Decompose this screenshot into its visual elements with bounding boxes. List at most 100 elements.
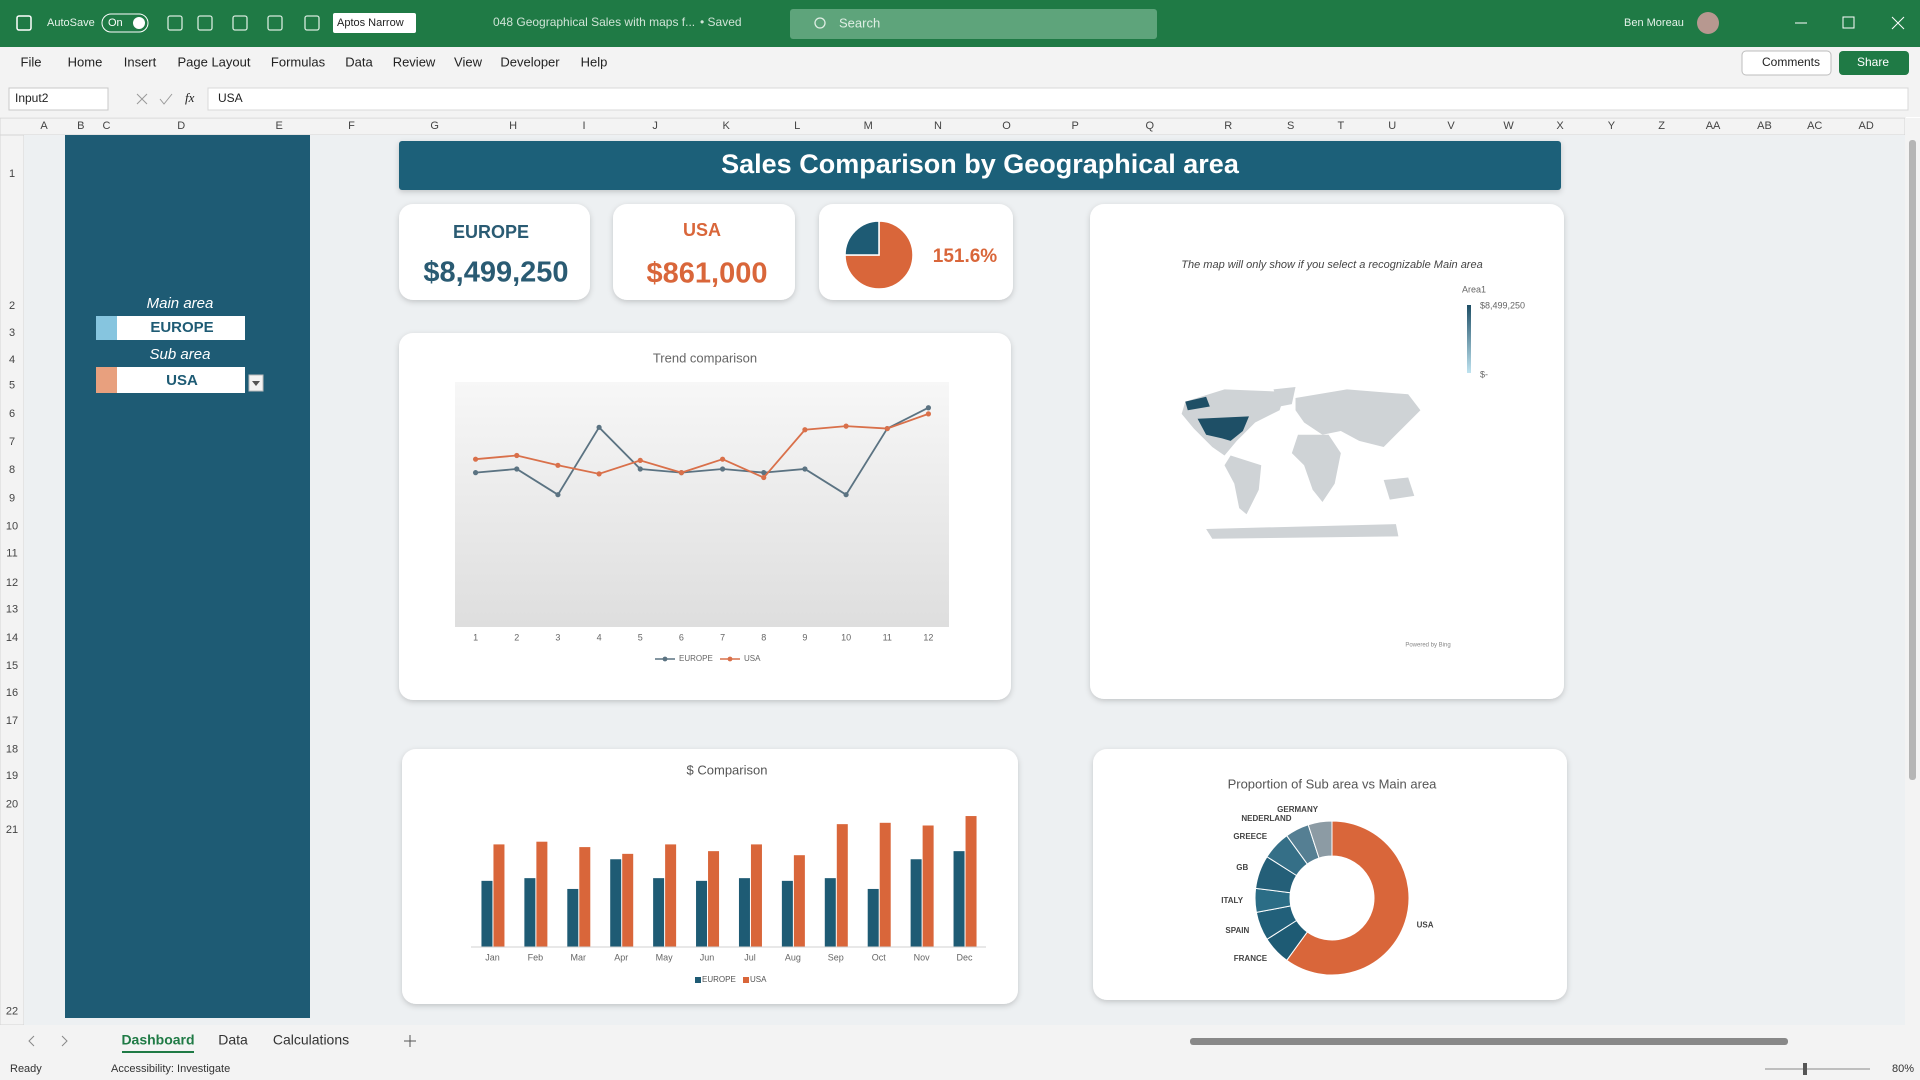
row-header: 1 (9, 168, 15, 180)
main-area-label: Main area (147, 295, 214, 312)
bar (653, 878, 665, 947)
close[interactable] (1891, 16, 1905, 30)
column-header: AB (1757, 120, 1772, 132)
greenland (1273, 386, 1296, 407)
user-name: Ben Moreau (1624, 17, 1684, 29)
column-header: H (509, 120, 517, 132)
row-header: 4 (9, 354, 15, 366)
menu-item[interactable]: Insert (124, 54, 157, 69)
new-sheet[interactable] (404, 1035, 416, 1047)
map-legend-max: $8,499,250 (1480, 300, 1525, 310)
data-label: ITALY (1221, 896, 1243, 905)
x-tick-label: Mar (571, 952, 587, 962)
column-header: X (1556, 120, 1564, 132)
row-header: 22 (6, 1005, 18, 1017)
kpi-ratio: 151.6% (933, 246, 998, 267)
x-tick-label: Nov (914, 952, 931, 962)
column-header: I (583, 120, 586, 132)
x-tick-label: Jul (744, 952, 756, 962)
app-icon (16, 15, 32, 31)
search-box[interactable] (790, 9, 1157, 39)
row-header: 13 (6, 604, 18, 616)
bar (665, 844, 677, 947)
restore[interactable] (1842, 16, 1855, 29)
legend-marker (727, 656, 733, 662)
menu-item[interactable]: Data (345, 54, 373, 69)
line-marker (637, 466, 643, 472)
comments-button[interactable] (1741, 50, 1832, 76)
bar (867, 888, 879, 947)
line-marker (761, 474, 767, 481)
data-label: FRANCE (1234, 954, 1268, 963)
menu-item[interactable]: Home (68, 54, 103, 69)
vertical-scroll-thumb[interactable] (1909, 140, 1916, 780)
map-legend-min: $- (1480, 369, 1488, 379)
formula-content: USA (218, 91, 243, 105)
toolbar-icon[interactable] (267, 15, 283, 31)
sheet-tab[interactable]: Dashboard (121, 1032, 194, 1048)
bar (524, 878, 536, 947)
toolbar-icon[interactable] (304, 15, 320, 31)
menu-item[interactable]: Formulas (271, 54, 326, 69)
alaska-region (1185, 396, 1210, 411)
toolbar-icon[interactable] (232, 15, 248, 31)
column-header: W (1503, 120, 1514, 132)
menu-item[interactable]: Developer (500, 54, 560, 69)
share-button[interactable] (1839, 51, 1909, 75)
formula-input (207, 87, 1909, 111)
autosave-toggle[interactable] (101, 13, 149, 33)
sheet-tab[interactable]: Data (218, 1032, 248, 1048)
name-box[interactable] (8, 87, 109, 111)
line-marker (802, 466, 808, 472)
donut-slice (1286, 820, 1410, 976)
x-tick-label: May (656, 952, 674, 962)
chart-title: Trend comparison (653, 350, 757, 365)
zoom-thumb[interactable] (1803, 1063, 1807, 1075)
column-header: A (40, 120, 48, 132)
row-header: 12 (6, 577, 18, 589)
horizontal-scroll-thumb[interactable] (1190, 1038, 1788, 1045)
map-legend-title: Area1 (1462, 284, 1486, 294)
menu-item[interactable]: View (454, 54, 483, 69)
row-header: 11 (6, 547, 17, 559)
world-map (1181, 386, 1421, 539)
column-header: C (103, 120, 111, 132)
kpi-sub-name: USA (683, 220, 721, 240)
sub-area-cell[interactable] (96, 367, 245, 393)
share-label: Share (1857, 55, 1889, 69)
save-state: • Saved (700, 15, 742, 29)
sheet-tab[interactable]: Calculations (273, 1032, 349, 1048)
sidebar (65, 135, 310, 1018)
enter-icon (159, 93, 173, 105)
row-header: 8 (9, 464, 15, 476)
pie-slice (844, 220, 880, 256)
legend-label: USA (744, 654, 761, 663)
bar (910, 859, 922, 947)
font-box[interactable] (333, 13, 416, 33)
kpi-main-total: $8,499,250 (423, 257, 568, 289)
x-tick-label: 6 (679, 632, 684, 642)
toolbar-icon[interactable] (197, 15, 213, 31)
line-marker (884, 425, 890, 432)
x-tick-label: Apr (614, 952, 628, 962)
card (613, 204, 795, 300)
kpi-sub-total: $861,000 (647, 258, 768, 290)
menu-item[interactable]: Help (581, 54, 608, 69)
column-header: M (864, 120, 873, 132)
data-label: GERMANY (1277, 805, 1319, 814)
x-tick-label: Jun (700, 952, 715, 962)
line-marker (596, 424, 602, 430)
menu-item[interactable]: Page Layout (177, 54, 250, 69)
toolbar-icon[interactable] (167, 15, 183, 31)
tab-nav[interactable] (28, 1035, 68, 1047)
bar (965, 816, 977, 947)
menu-item[interactable]: Review (393, 54, 436, 69)
series-line (475, 406, 929, 496)
x-tick-label: Jan (485, 952, 500, 962)
line-marker (596, 471, 602, 477)
legend-swatch (743, 977, 749, 983)
toggle-knob (133, 17, 145, 29)
menu-item[interactable]: File (21, 54, 42, 69)
title-banner (399, 141, 1561, 190)
row-header: 7 (9, 436, 15, 448)
